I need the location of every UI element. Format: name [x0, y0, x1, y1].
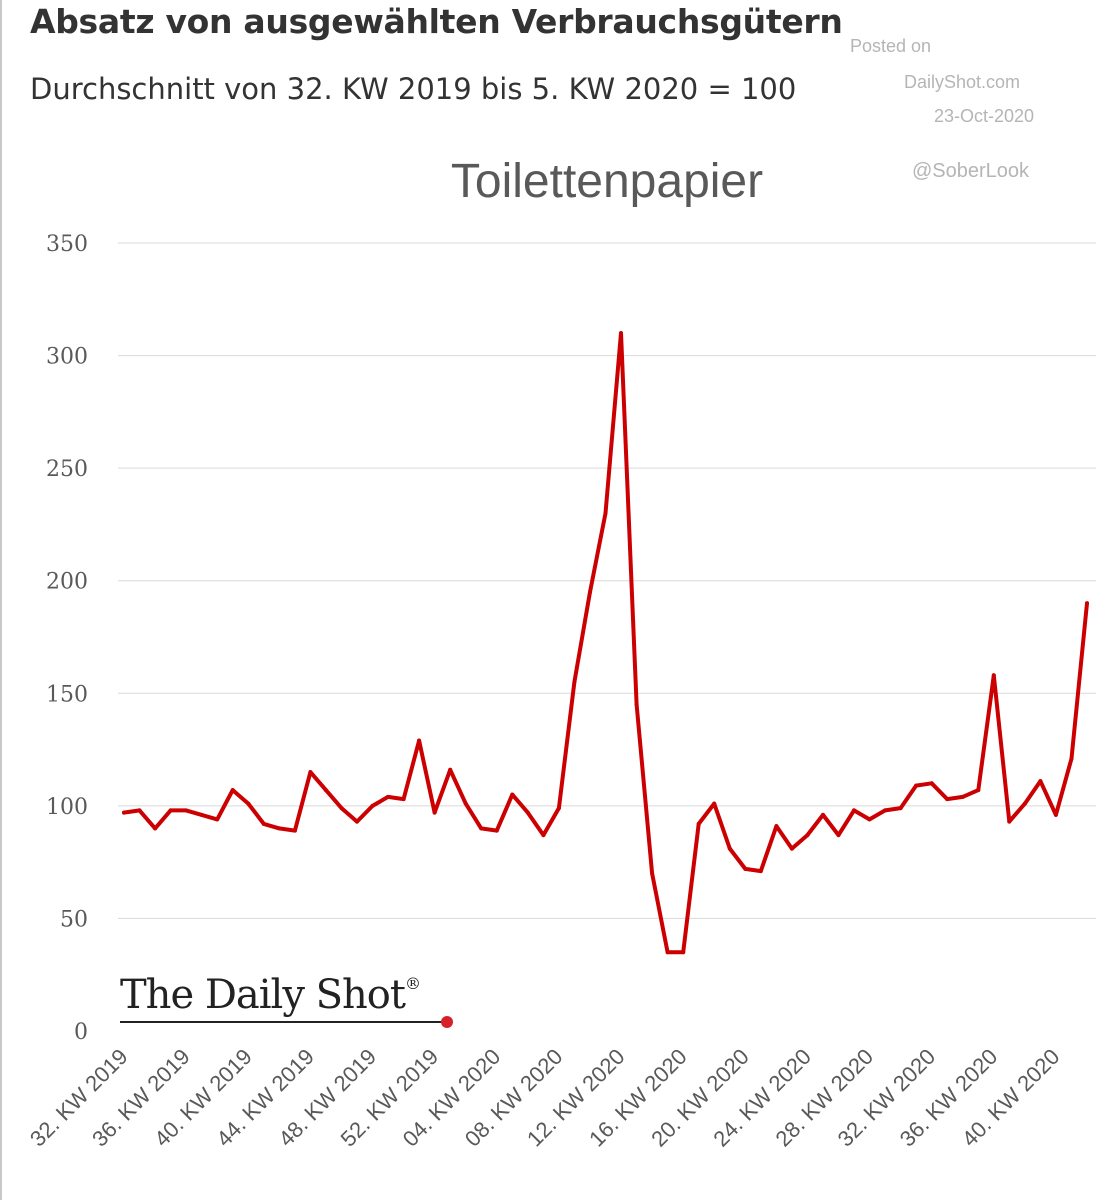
y-tick-label: 100 — [46, 795, 88, 820]
data-point — [743, 866, 748, 871]
watermark-posted: Posted on — [850, 36, 932, 56]
data-point — [246, 801, 251, 806]
chart-title: Toilettenpapier — [450, 155, 764, 208]
data-point — [386, 794, 390, 799]
gridlines — [118, 242, 1096, 919]
data-point — [153, 826, 158, 831]
data-point — [805, 833, 810, 838]
daily-shot-logo: The Daily Shot® — [120, 972, 421, 1018]
data-point — [494, 828, 499, 833]
data-point — [525, 810, 530, 815]
data-point — [712, 801, 717, 806]
data-point — [789, 846, 794, 851]
watermark-handle: @SoberLook — [912, 160, 1030, 182]
data-point — [1053, 812, 1058, 817]
data-point — [867, 817, 872, 822]
y-axis-ticks: 0 50 100 150 200 250 300 350 — [46, 232, 88, 1045]
data-point — [650, 871, 655, 876]
data-point — [370, 803, 375, 808]
data-point — [292, 828, 297, 833]
data-point — [960, 794, 965, 799]
data-point — [339, 806, 344, 811]
y-tick-label: 200 — [46, 570, 88, 595]
logo-underline — [120, 1021, 448, 1023]
data-point — [1069, 756, 1074, 761]
data-point — [1007, 819, 1012, 824]
data-point — [541, 833, 546, 838]
data-point — [696, 821, 701, 826]
data-point — [323, 788, 328, 793]
headline: Absatz von ausgewählten Verbrauchsgütern — [30, 2, 843, 41]
data-point — [355, 819, 359, 824]
y-tick-label: 250 — [46, 457, 88, 482]
watermark-date: 23-Oct-2020 — [934, 106, 1035, 126]
data-point — [1038, 779, 1043, 784]
data-point — [510, 792, 515, 797]
data-point — [230, 788, 235, 793]
data-point — [137, 808, 142, 813]
data-point — [432, 810, 437, 815]
data-point — [556, 806, 561, 811]
data-point — [1085, 601, 1089, 606]
y-tick-label: 0 — [74, 1020, 88, 1045]
data-point — [277, 826, 282, 831]
y-tick-label: 350 — [46, 232, 88, 257]
logo-text: The Daily Shot — [120, 972, 406, 1018]
y-tick-label: 50 — [60, 907, 88, 932]
data-point — [184, 808, 189, 813]
data-point — [991, 673, 996, 678]
data-point — [122, 810, 126, 815]
data-point — [665, 950, 670, 955]
series-line-toilettenpapier — [122, 331, 1089, 955]
data-point — [168, 808, 173, 813]
y-tick-label: 300 — [46, 345, 88, 370]
data-point — [308, 770, 313, 775]
data-point — [852, 808, 856, 813]
watermark-site: DailyShot.com — [904, 72, 1021, 92]
subheadline: Durchschnitt von 32. KW 2019 bis 5. KW 2… — [30, 72, 797, 106]
data-point — [401, 797, 406, 802]
data-point — [588, 590, 592, 594]
data-point — [945, 797, 950, 802]
data-point — [417, 738, 422, 743]
data-point — [572, 680, 577, 684]
data-point — [758, 869, 763, 874]
data-point — [929, 781, 934, 786]
logo-dot — [441, 1016, 453, 1028]
data-point — [261, 821, 266, 826]
data-point — [836, 833, 841, 838]
data-point — [774, 824, 779, 829]
data-point — [821, 812, 825, 817]
data-point — [199, 812, 204, 817]
data-point — [898, 806, 903, 811]
data-point — [603, 511, 608, 516]
data-point — [1022, 801, 1027, 806]
data-point — [883, 808, 888, 813]
data-point — [681, 950, 686, 955]
data-point — [976, 788, 981, 793]
data-point — [479, 826, 484, 831]
data-point — [634, 702, 639, 707]
data-point — [727, 846, 732, 851]
data-point — [215, 817, 220, 822]
left-border — [0, 0, 2, 1200]
data-point — [463, 801, 468, 806]
data-point — [448, 767, 453, 772]
series-layer — [122, 331, 1089, 955]
y-tick-label: 150 — [46, 682, 88, 707]
data-point — [914, 783, 919, 788]
registered-mark: ® — [404, 974, 421, 993]
data-point — [619, 331, 623, 336]
